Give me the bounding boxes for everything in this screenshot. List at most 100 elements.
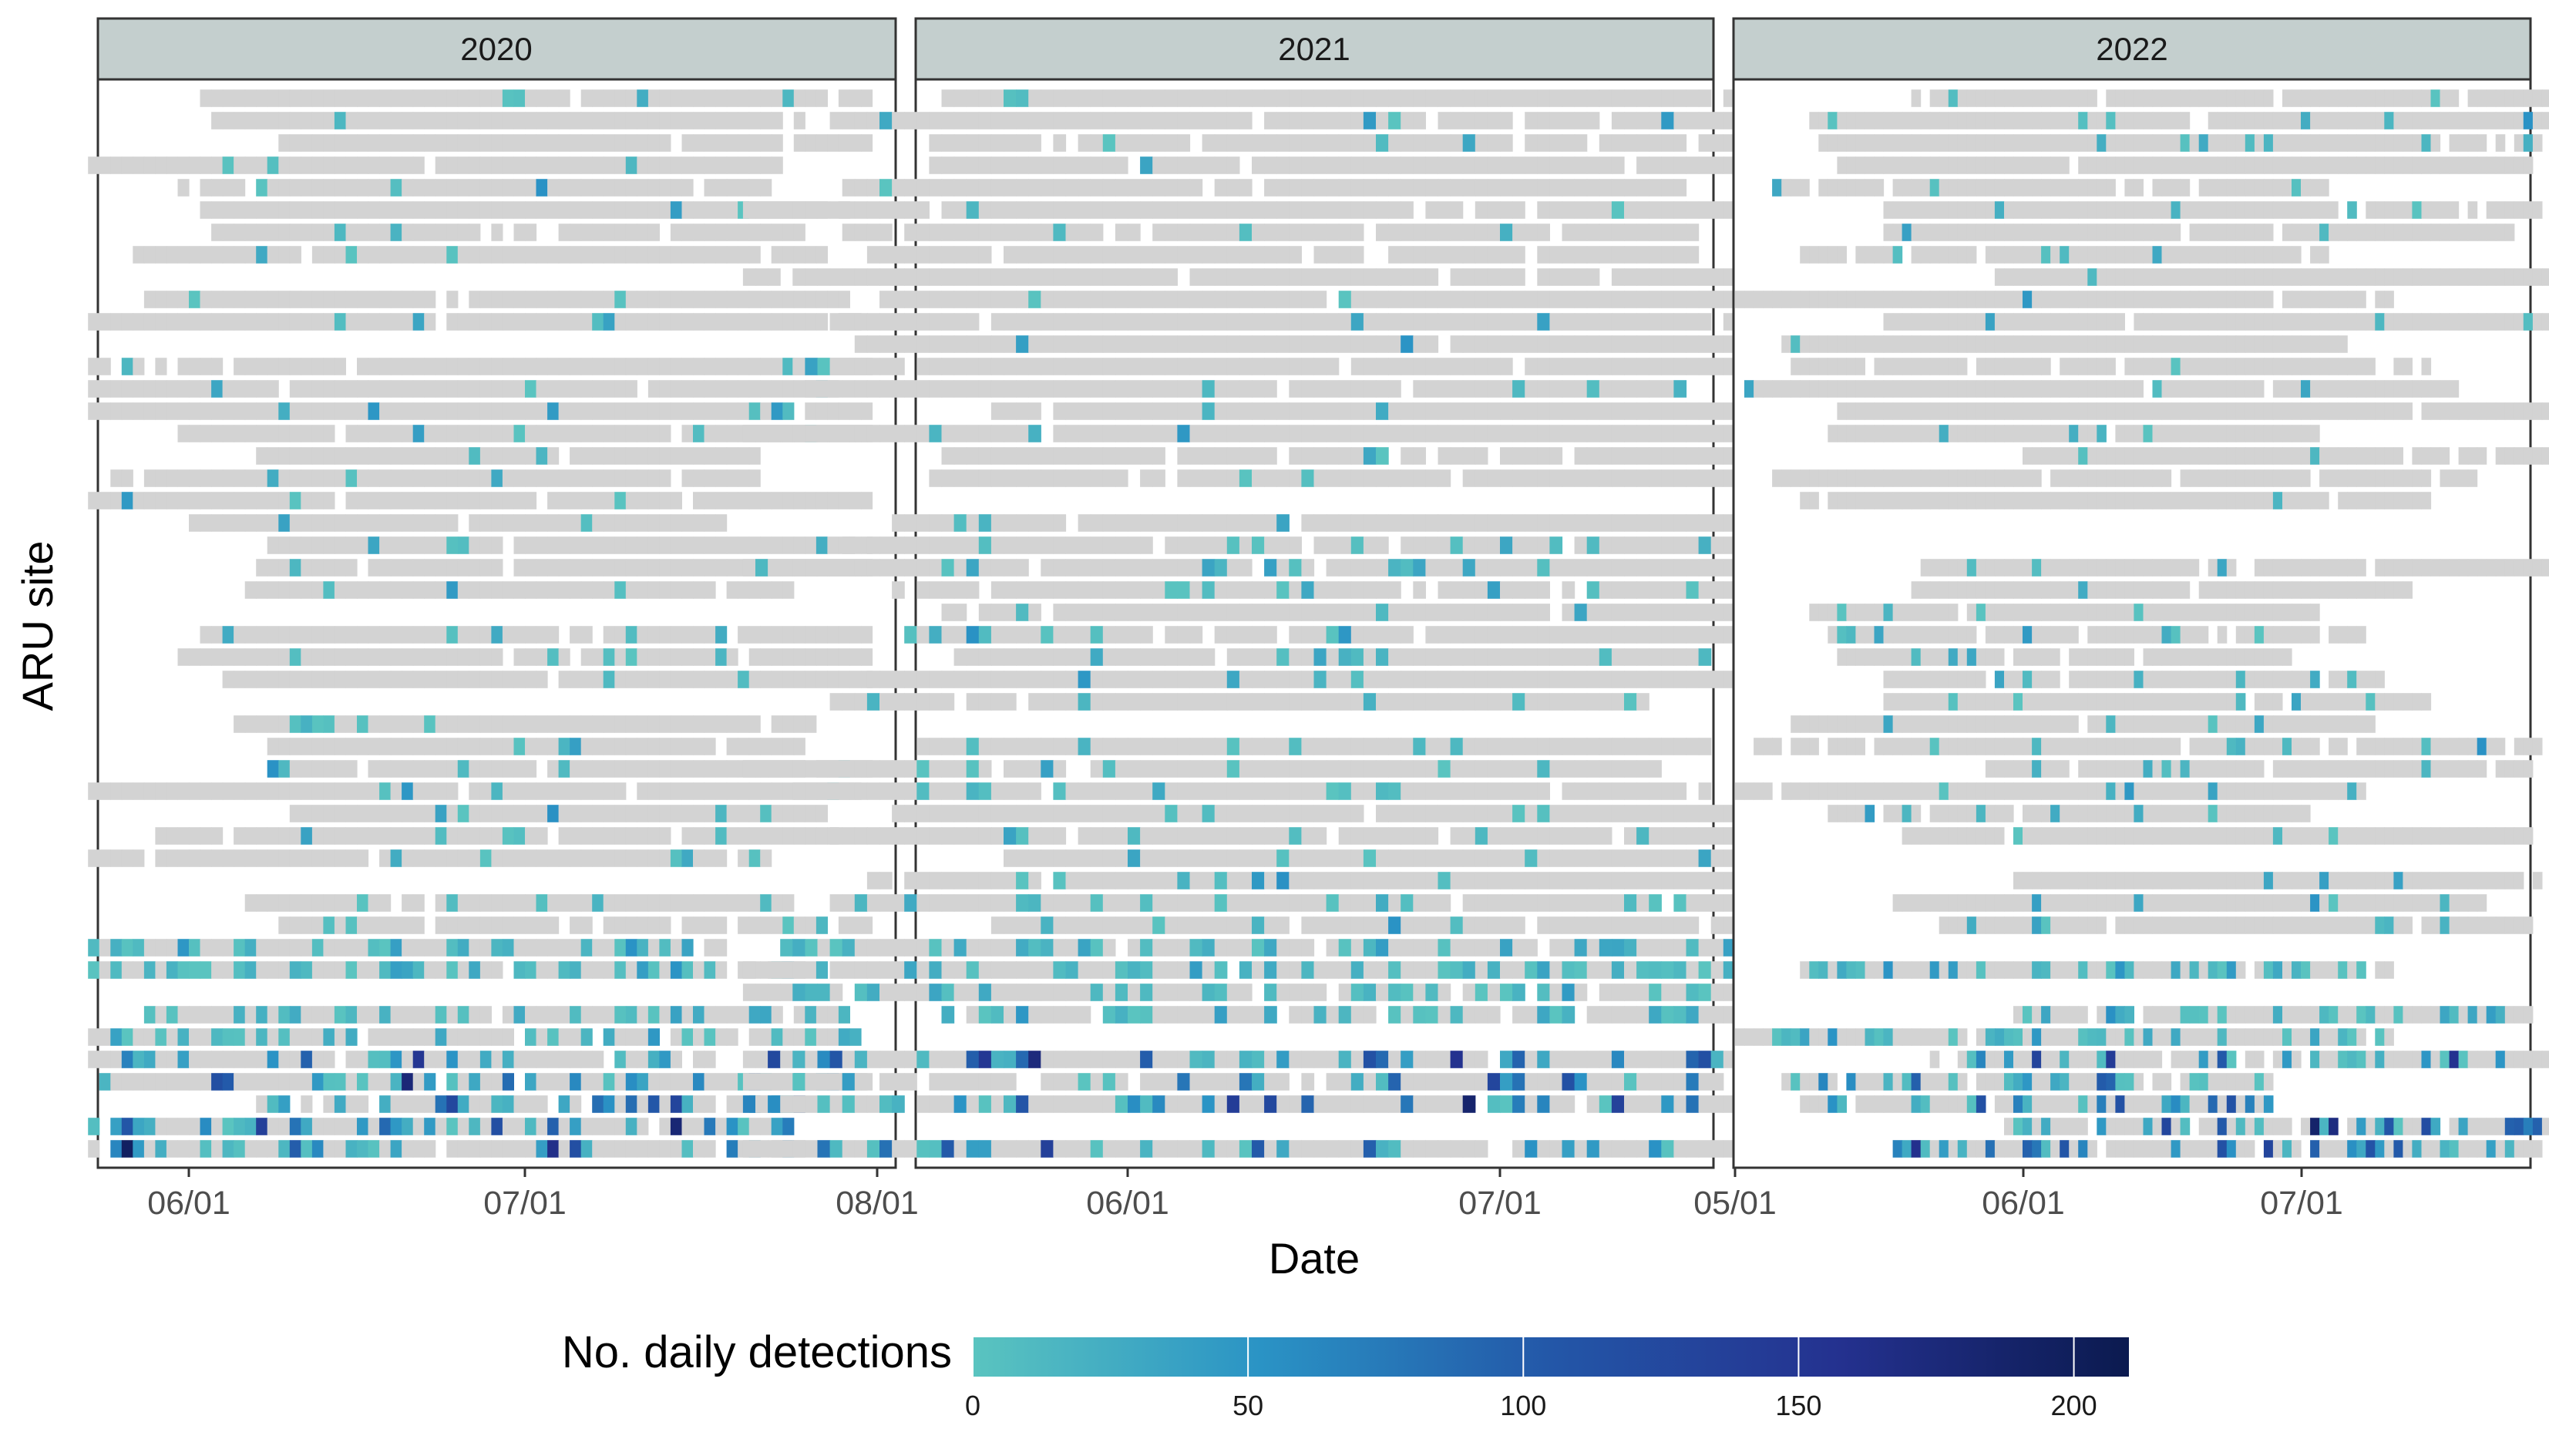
heatmap-cell (771, 313, 783, 331)
heatmap-cell (446, 469, 459, 487)
heatmap-cell (1537, 156, 1550, 174)
heatmap-cell (1004, 559, 1017, 577)
heatmap-cell (1202, 604, 1216, 621)
heatmap-cell (234, 1051, 246, 1068)
heatmap-cell (659, 246, 671, 264)
heatmap-cell (614, 626, 627, 644)
heatmap-cell (1686, 268, 1700, 286)
heatmap-cell (1376, 335, 1389, 353)
heatmap-cell (267, 1028, 279, 1046)
heatmap-cell (916, 425, 930, 442)
heatmap-cell (301, 738, 313, 755)
heatmap-cell (1152, 156, 1165, 174)
heatmap-cell (603, 291, 615, 308)
heatmap-cell (267, 179, 279, 197)
heatmap-cell (941, 805, 955, 822)
heatmap-cell (99, 358, 111, 375)
heatmap-cell (1276, 559, 1290, 577)
heatmap-cell (580, 469, 593, 487)
heatmap-cell (1376, 559, 1389, 577)
heatmap-cell (1401, 469, 1414, 487)
heatmap-cell (435, 1118, 447, 1135)
heatmap-cell (1363, 425, 1377, 442)
heatmap-cell (1289, 738, 1302, 755)
heatmap-cell (1350, 671, 1364, 688)
heatmap-cell (1350, 514, 1364, 532)
heatmap-cell (1102, 849, 1116, 867)
heatmap-cell (637, 805, 649, 822)
heatmap-cell (1376, 156, 1389, 174)
heatmap-cell (1078, 581, 1091, 599)
heatmap-cell (768, 201, 781, 219)
heatmap-cell (637, 1140, 649, 1158)
heatmap-cell (1698, 648, 1712, 666)
heatmap-cell (1549, 849, 1563, 867)
heatmap-cell (614, 1140, 627, 1158)
heatmap-cell (289, 626, 301, 644)
heatmap-cell (1326, 268, 1340, 286)
heatmap-cell (457, 156, 469, 174)
heatmap-cell (1562, 335, 1575, 353)
heatmap-cell (222, 425, 234, 442)
heatmap-cell (88, 849, 100, 867)
heatmap-cell (1289, 805, 1302, 822)
heatmap-cell (1673, 246, 1687, 264)
heatmap-cell (1202, 380, 1216, 398)
heatmap-cell (402, 469, 414, 487)
heatmap-cell (513, 156, 526, 174)
heatmap-cell (1624, 738, 1637, 755)
heatmap-cell (1500, 380, 1513, 398)
heatmap-cell (1016, 894, 1029, 912)
heatmap-cell (323, 358, 335, 375)
heatmap-cell (1289, 827, 1302, 845)
heatmap-cell (827, 1028, 839, 1046)
heatmap-cell (1276, 604, 1290, 621)
heatmap-cell (1425, 224, 1439, 241)
heatmap-cell (88, 313, 100, 331)
heatmap-cell (211, 224, 224, 241)
heatmap-cell (1078, 156, 1091, 174)
heatmap-cell (457, 469, 469, 487)
heatmap-cell (402, 224, 414, 241)
heatmap-cell (1177, 872, 1191, 889)
heatmap-cell (726, 894, 738, 912)
heatmap-cell (929, 380, 943, 398)
heatmap-cell (469, 760, 481, 778)
heatmap-cell (1500, 559, 1513, 577)
heatmap-cell (379, 358, 392, 375)
heatmap-cell (1115, 447, 1128, 465)
heatmap-cell (1202, 514, 1216, 532)
heatmap-cell (479, 134, 492, 152)
heatmap-cell (301, 313, 313, 331)
heatmap-cell (1363, 760, 1377, 778)
heatmap-cell (1500, 402, 1513, 420)
heatmap-cell (1226, 849, 1240, 867)
heatmap-cell (904, 894, 917, 912)
heatmap-cell (88, 1140, 100, 1158)
heatmap-cell (502, 671, 514, 688)
heatmap-cell (547, 89, 560, 107)
heatmap-cell (603, 380, 615, 398)
heatmap-cell (1574, 358, 1588, 375)
heatmap-cell (815, 291, 828, 308)
heatmap-cells-2021 (742, 89, 1885, 1158)
heatmap-cell (1636, 604, 1649, 621)
heatmap-cell (390, 1006, 402, 1024)
heatmap-cell (311, 358, 324, 375)
heatmap-cell (311, 313, 324, 331)
heatmap-cell (301, 849, 313, 867)
heatmap-cell (1413, 246, 1426, 264)
heatmap-cell (1450, 648, 1464, 666)
heatmap-cell (1661, 872, 1674, 889)
heatmap-cell (879, 335, 893, 353)
heatmap-cell (525, 89, 537, 107)
heatmap-cell (502, 402, 514, 420)
heatmap-cell (805, 380, 819, 398)
heatmap-cell (1611, 782, 1625, 800)
heatmap-cell (357, 738, 369, 755)
heatmap-cell (1475, 827, 1488, 845)
heatmap-cell (301, 715, 313, 733)
heatmap-cell (670, 559, 682, 577)
heatmap-cell (670, 402, 682, 420)
heatmap-cell (1338, 246, 1352, 264)
